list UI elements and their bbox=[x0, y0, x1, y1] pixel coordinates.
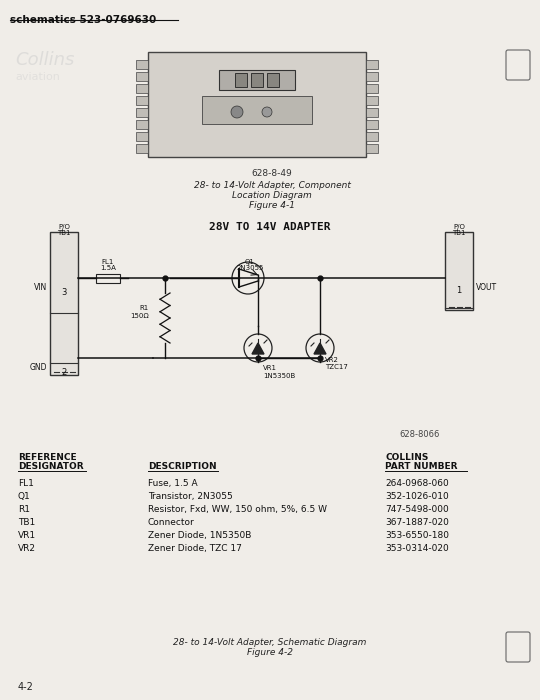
Text: Figure 4-1: Figure 4-1 bbox=[249, 201, 295, 210]
Bar bbox=[96, 274, 120, 283]
Text: VR2: VR2 bbox=[325, 357, 339, 363]
Bar bbox=[366, 84, 378, 93]
Bar bbox=[136, 108, 148, 117]
Bar bbox=[366, 120, 378, 129]
Text: Figure 4-2: Figure 4-2 bbox=[247, 648, 293, 657]
Bar bbox=[136, 96, 148, 105]
Text: 28- to 14-Volt Adapter, Component: 28- to 14-Volt Adapter, Component bbox=[193, 181, 350, 190]
Bar bbox=[136, 144, 148, 153]
Bar bbox=[136, 60, 148, 69]
Text: 367-1887-020: 367-1887-020 bbox=[385, 518, 449, 527]
Bar bbox=[136, 132, 148, 141]
Text: VOUT: VOUT bbox=[476, 283, 497, 292]
Text: Fuse, 1.5 A: Fuse, 1.5 A bbox=[148, 479, 198, 488]
Text: FL1: FL1 bbox=[18, 479, 34, 488]
Text: 3: 3 bbox=[62, 288, 66, 297]
Bar bbox=[366, 132, 378, 141]
Text: 352-1026-010: 352-1026-010 bbox=[385, 492, 449, 501]
Polygon shape bbox=[252, 343, 264, 354]
Text: Zener Diode, TZC 17: Zener Diode, TZC 17 bbox=[148, 544, 242, 553]
Text: 353-6550-180: 353-6550-180 bbox=[385, 531, 449, 540]
Text: 4-2: 4-2 bbox=[18, 682, 34, 692]
Text: 264-0968-060: 264-0968-060 bbox=[385, 479, 449, 488]
Text: aviation: aviation bbox=[15, 72, 60, 82]
Bar bbox=[366, 72, 378, 81]
Text: 28V TO 14V ADAPTER: 28V TO 14V ADAPTER bbox=[210, 222, 330, 232]
Bar bbox=[219, 70, 295, 90]
Text: DESCRIPTION: DESCRIPTION bbox=[148, 462, 217, 471]
Text: VR2: VR2 bbox=[18, 544, 36, 553]
Text: 1N5350B: 1N5350B bbox=[263, 373, 295, 379]
Bar bbox=[235, 73, 247, 87]
Bar bbox=[202, 96, 312, 124]
Bar bbox=[136, 120, 148, 129]
Text: TB1: TB1 bbox=[57, 230, 71, 236]
Text: 747-5498-000: 747-5498-000 bbox=[385, 505, 449, 514]
Text: DESIGNATOR: DESIGNATOR bbox=[18, 462, 84, 471]
Text: Q1: Q1 bbox=[245, 259, 255, 265]
Text: R1: R1 bbox=[18, 505, 30, 514]
Text: TZC17: TZC17 bbox=[325, 364, 348, 370]
Bar bbox=[251, 73, 263, 87]
Text: 628-8-49: 628-8-49 bbox=[252, 169, 292, 178]
Text: FL1: FL1 bbox=[102, 259, 114, 265]
Bar bbox=[50, 232, 78, 375]
Circle shape bbox=[262, 107, 272, 117]
Bar bbox=[136, 72, 148, 81]
Text: 1: 1 bbox=[456, 286, 462, 295]
Text: P/O: P/O bbox=[453, 224, 465, 230]
Text: 28- to 14-Volt Adapter, Schematic Diagram: 28- to 14-Volt Adapter, Schematic Diagra… bbox=[173, 638, 367, 647]
Text: 150Ω: 150Ω bbox=[130, 313, 149, 319]
Polygon shape bbox=[314, 343, 326, 354]
Text: Location Diagram: Location Diagram bbox=[232, 191, 312, 200]
Text: Transistor, 2N3055: Transistor, 2N3055 bbox=[148, 492, 233, 501]
Bar bbox=[445, 232, 473, 310]
Circle shape bbox=[231, 106, 243, 118]
Bar bbox=[148, 52, 366, 157]
Text: TB1: TB1 bbox=[18, 518, 35, 527]
Text: schematics 523-0769630: schematics 523-0769630 bbox=[10, 15, 156, 25]
Text: 353-0314-020: 353-0314-020 bbox=[385, 544, 449, 553]
Text: Q1: Q1 bbox=[18, 492, 31, 501]
Text: Zener Diode, 1N5350B: Zener Diode, 1N5350B bbox=[148, 531, 252, 540]
Text: 2N3055: 2N3055 bbox=[237, 265, 264, 271]
Text: PART NUMBER: PART NUMBER bbox=[385, 462, 457, 471]
Text: VR1: VR1 bbox=[263, 365, 277, 371]
Bar bbox=[136, 84, 148, 93]
Text: GND: GND bbox=[30, 363, 47, 372]
Text: Collins: Collins bbox=[15, 51, 75, 69]
Text: 628-8066: 628-8066 bbox=[400, 430, 440, 439]
Text: 2: 2 bbox=[62, 368, 66, 377]
Bar bbox=[366, 144, 378, 153]
Bar bbox=[267, 73, 279, 87]
Bar bbox=[366, 96, 378, 105]
Text: 1.5A: 1.5A bbox=[100, 265, 116, 271]
Bar bbox=[366, 108, 378, 117]
Text: P/O: P/O bbox=[58, 224, 70, 230]
Text: VR1: VR1 bbox=[18, 531, 36, 540]
Text: TB1: TB1 bbox=[453, 230, 465, 236]
Bar bbox=[366, 60, 378, 69]
Text: Resistor, Fxd, WW, 150 ohm, 5%, 6.5 W: Resistor, Fxd, WW, 150 ohm, 5%, 6.5 W bbox=[148, 505, 327, 514]
Text: COLLINS: COLLINS bbox=[385, 453, 428, 462]
Text: R1: R1 bbox=[140, 305, 149, 311]
Text: VIN: VIN bbox=[33, 283, 47, 292]
Text: REFERENCE: REFERENCE bbox=[18, 453, 77, 462]
Text: Connector: Connector bbox=[148, 518, 195, 527]
